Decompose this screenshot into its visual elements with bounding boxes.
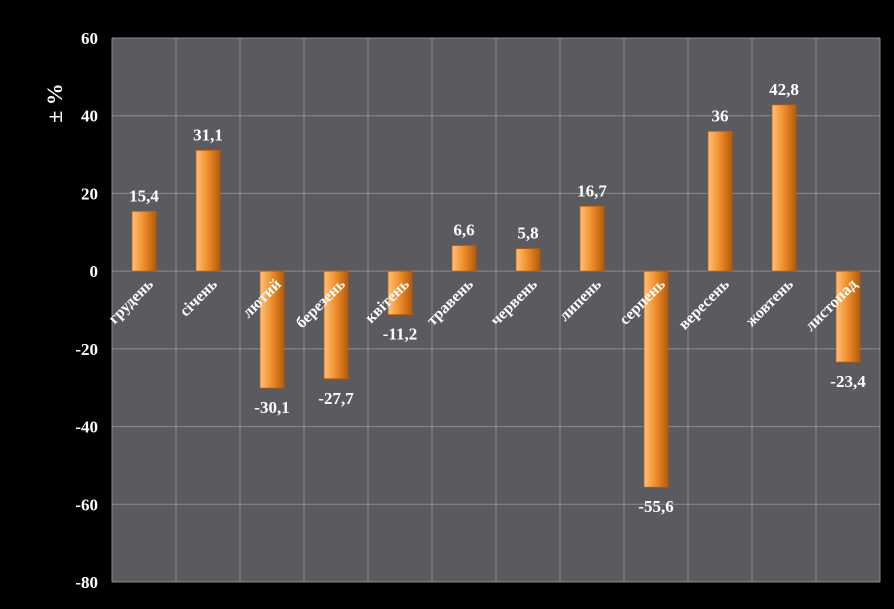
bar-червень — [515, 248, 541, 272]
y-tick-label: 60 — [81, 29, 98, 48]
y-tick-label: -20 — [75, 340, 98, 359]
bar-квітень — [387, 270, 413, 316]
y-tick-label: 0 — [90, 262, 99, 281]
bar-жовтень — [771, 104, 797, 272]
value-label: 6,6 — [453, 220, 474, 239]
y-tick-label: -60 — [75, 495, 98, 514]
value-label: -11,2 — [383, 325, 417, 344]
value-label: -23,4 — [830, 372, 866, 391]
value-label: 36 — [712, 106, 729, 125]
value-label: 31,1 — [193, 125, 223, 144]
value-label: 16,7 — [577, 181, 607, 200]
y-tick-label: -80 — [75, 573, 98, 592]
value-label: 5,8 — [517, 224, 538, 243]
bar-вересень — [707, 130, 733, 272]
bar-січень — [195, 149, 221, 272]
value-label: -55,6 — [638, 497, 673, 516]
grid-lines — [111, 37, 881, 583]
bar-листопад — [835, 270, 861, 363]
value-labels: 15,4 31,1 -30,1 -27,7 -11,2 6,6 5,8 16,7 -55,6 36… — [129, 80, 866, 516]
bar-липень — [579, 205, 605, 272]
bar-серпень — [643, 270, 669, 488]
y-axis-ticks: 60 40 20 0 -20 -40 -60 -80 — [75, 29, 98, 592]
bar-грудень — [131, 210, 157, 272]
bar-лютий — [259, 270, 285, 389]
y-axis-label: ± % — [42, 83, 67, 123]
y-tick-label: -40 — [75, 418, 98, 437]
bar-травень — [451, 245, 477, 272]
value-label: 15,4 — [129, 186, 159, 205]
value-label: 42,8 — [769, 80, 799, 99]
value-label: -27,7 — [318, 389, 354, 408]
y-tick-label: 40 — [81, 107, 98, 126]
bars — [131, 104, 861, 488]
y-tick-label: 20 — [81, 184, 98, 203]
bar-березень — [323, 270, 349, 380]
value-label: -30,1 — [254, 398, 289, 417]
